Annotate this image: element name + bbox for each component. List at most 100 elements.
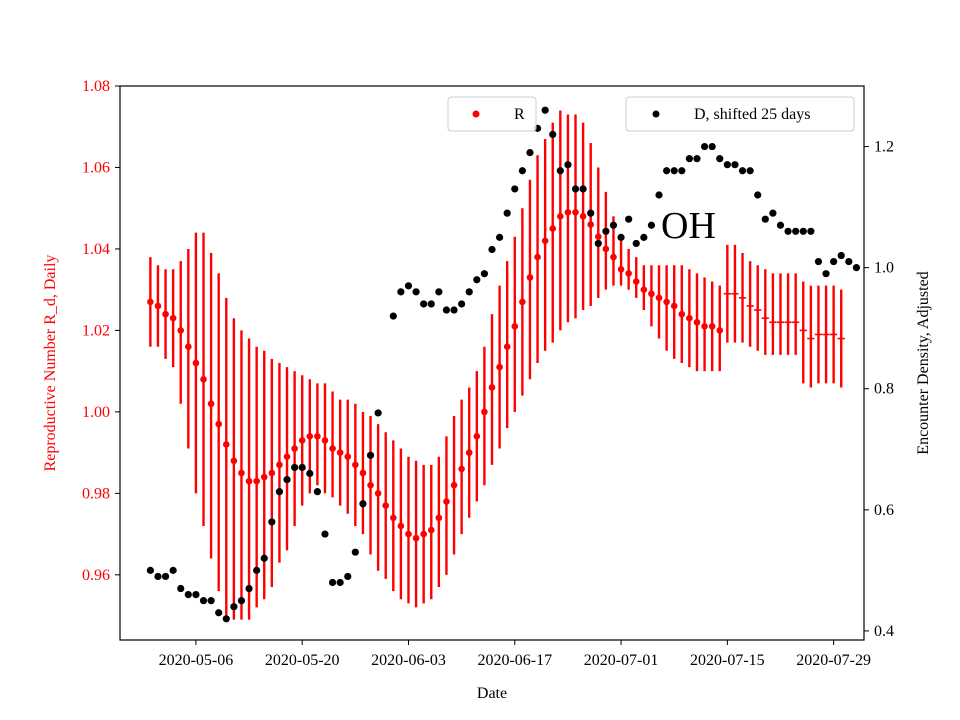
r-point <box>450 481 458 489</box>
d-point <box>746 167 754 175</box>
r-point <box>200 375 207 383</box>
x-tick-label: 2020-06-17 <box>477 652 552 669</box>
r-point <box>329 445 336 452</box>
r-point <box>321 437 329 444</box>
r-point <box>693 318 701 326</box>
d-point <box>541 106 549 114</box>
r-point <box>169 314 177 322</box>
d-point <box>723 161 731 169</box>
left-tick-label: 1.06 <box>82 159 110 176</box>
d-point <box>366 451 375 459</box>
d-point <box>306 469 314 478</box>
d-point <box>328 578 337 587</box>
right-tick-label: 1.2 <box>874 139 894 156</box>
r-point <box>587 221 594 228</box>
r-point <box>503 343 511 351</box>
d-point <box>792 227 800 235</box>
legend-d: D, shifted 25 days <box>625 96 855 132</box>
d-point <box>192 590 200 599</box>
r-point <box>534 253 541 261</box>
r-point <box>519 298 526 306</box>
d-point <box>283 475 291 484</box>
r-point <box>215 420 222 428</box>
d-point <box>291 463 299 472</box>
r-point <box>367 481 374 489</box>
d-point <box>503 209 511 217</box>
d-point <box>579 185 587 193</box>
d-point <box>784 227 792 235</box>
d-point <box>738 167 747 175</box>
d-point <box>647 221 656 229</box>
d-point <box>435 288 443 296</box>
r-point <box>291 445 298 452</box>
right-tick-label: 0.6 <box>874 502 894 519</box>
right-tick-label: 0.8 <box>874 381 894 398</box>
d-point <box>602 227 610 235</box>
r-point <box>283 453 291 460</box>
r-point <box>359 469 367 477</box>
d-point <box>708 142 716 151</box>
right-axis: 0.4 0.6 0.8 1.0 1.2 <box>864 139 894 640</box>
d-point <box>617 233 625 241</box>
d-point <box>700 142 709 151</box>
r-point <box>617 266 625 273</box>
d-point <box>571 185 580 193</box>
r-point <box>708 323 716 330</box>
left-tick-label: 1.08 <box>82 78 110 95</box>
d-point <box>640 233 648 241</box>
d-point <box>450 306 458 314</box>
d-point <box>549 130 557 139</box>
d-point <box>275 488 284 496</box>
r-point <box>511 323 519 330</box>
d-point <box>222 615 230 623</box>
r-point <box>541 237 549 245</box>
d-point <box>632 239 640 248</box>
d-point <box>480 270 489 278</box>
r-point <box>344 453 352 460</box>
r-point <box>306 433 314 440</box>
r-point <box>314 433 321 440</box>
left-tick-label: 1.02 <box>82 322 110 339</box>
d-point <box>351 548 359 556</box>
d-point <box>518 167 526 175</box>
d-point <box>488 245 496 254</box>
d-point <box>769 209 777 217</box>
r-point <box>716 327 724 334</box>
d-point <box>146 566 154 574</box>
r-point <box>632 278 640 285</box>
d-point <box>154 572 162 581</box>
d-point <box>564 161 572 169</box>
r-point <box>655 294 663 302</box>
r-point <box>207 400 215 408</box>
d-point <box>237 597 246 605</box>
r-point <box>268 469 276 477</box>
legend-r-label: R <box>514 106 525 123</box>
d-point <box>321 530 329 538</box>
legend-r: R <box>447 96 537 132</box>
d-point <box>298 463 306 472</box>
r-series-points <box>147 208 724 542</box>
left-tick-label: 1.00 <box>82 404 110 421</box>
legend-d-marker <box>652 110 660 118</box>
d-point <box>199 597 208 605</box>
d-point <box>830 257 838 266</box>
d-point <box>511 185 519 193</box>
d-series-points <box>146 106 861 623</box>
d-point <box>799 227 807 235</box>
left-axis-title: Reproductive Number R_d, Daily <box>42 255 59 472</box>
r-point <box>640 286 648 293</box>
left-tick-label: 0.96 <box>82 567 110 584</box>
d-point <box>837 251 845 260</box>
r-point <box>192 359 200 367</box>
d-point <box>458 300 466 308</box>
left-axis: 0.96 0.98 1.00 1.02 1.04 1.06 1.08 <box>82 78 120 584</box>
r-point <box>405 530 412 538</box>
r-point <box>496 363 503 371</box>
d-point <box>693 155 701 163</box>
d-point <box>359 500 367 508</box>
legend-r-box <box>447 96 537 132</box>
r-point <box>420 530 427 538</box>
r-point <box>648 290 655 298</box>
d-point <box>260 554 268 562</box>
